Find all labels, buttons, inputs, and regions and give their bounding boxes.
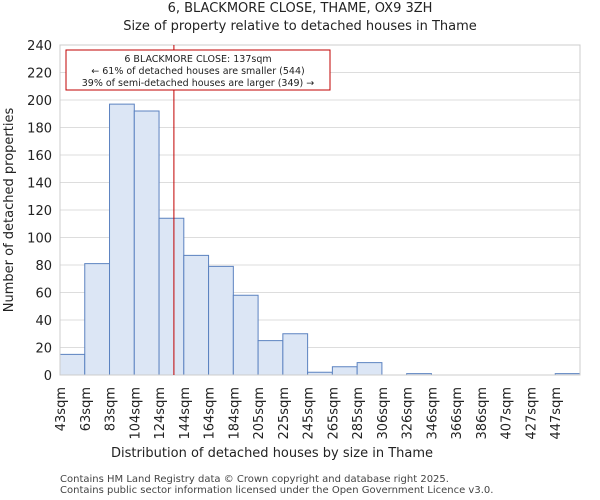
x-axis-label: Distribution of detached houses by size … (111, 446, 433, 461)
bar (133, 110, 160, 376)
x-tick-label: 285sqm (351, 387, 366, 440)
bars (59, 103, 581, 376)
x-tick-label: 124sqm (153, 387, 168, 440)
x-tick-label: 306sqm (376, 387, 391, 440)
y-tick-label: 60 (35, 287, 52, 302)
x-tick-label: 346sqm (425, 387, 440, 440)
bar (257, 340, 284, 376)
bar (183, 254, 210, 376)
y-tick-label: 200 (27, 94, 52, 109)
x-tick-label: 164sqm (203, 387, 218, 440)
annotation-line-1: 6 BLACKMORE CLOSE: 137sqm (124, 54, 271, 65)
x-tick-label: 184sqm (227, 387, 242, 440)
y-tick-label: 40 (35, 314, 52, 329)
bar (208, 265, 234, 376)
x-tick-label: 245sqm (302, 387, 317, 440)
annotation-line-2: ← 61% of detached houses are smaller (54… (91, 66, 304, 77)
x-tick-label: 326sqm (401, 387, 416, 440)
y-tick-label: 180 (27, 122, 52, 137)
x-tick-label: 265sqm (326, 387, 341, 440)
x-tick-label: 407sqm (500, 387, 515, 440)
bar (59, 353, 86, 376)
y-tick-label: 80 (35, 259, 52, 274)
x-tick-label: 104sqm (128, 387, 143, 440)
footer-line-1: Contains HM Land Registry data © Crown c… (60, 474, 449, 485)
x-tick-label: 205sqm (252, 387, 267, 440)
x-tick-label: 427sqm (524, 387, 539, 440)
x-tick-label: 386sqm (475, 387, 490, 440)
y-tick-label: 160 (27, 149, 52, 164)
x-tick-label: 144sqm (178, 387, 193, 440)
bar (356, 362, 383, 376)
bar (331, 366, 358, 376)
x-tick-label: 63sqm (79, 387, 94, 431)
y-axis-label: Number of detached properties (2, 108, 17, 313)
y-tick-label: 240 (27, 39, 52, 54)
x-tick-label: 43sqm (54, 387, 69, 431)
annotation-box: 6 BLACKMORE CLOSE: 137sqm ← 61% of detac… (65, 49, 331, 91)
annotation-line-3: 39% of semi-detached houses are larger (… (82, 78, 315, 89)
x-tick-label: 225sqm (277, 387, 292, 440)
bar (232, 294, 259, 376)
y-tick-label: 220 (27, 67, 52, 82)
x-tick-label: 366sqm (450, 387, 465, 440)
y-tick-label: 140 (27, 177, 52, 192)
bar (158, 217, 185, 376)
y-tick-label: 100 (27, 232, 52, 247)
bar (84, 263, 111, 376)
y-tick-label: 0 (44, 369, 52, 384)
y-tick-label: 120 (27, 204, 52, 219)
bar (109, 103, 135, 376)
footer-line-2: Contains public sector information licen… (60, 485, 494, 496)
chart-subtitle: Size of property relative to detached ho… (123, 19, 477, 34)
y-axis-ticks: 0 20 40 60 80 100 120 140 160 180 200 220 240 (27, 39, 52, 384)
y-tick-label: 20 (35, 342, 52, 357)
chart-title: 6, BLACKMORE CLOSE, THAME, OX9 3ZH (167, 1, 433, 16)
plot-frame (59, 44, 581, 376)
x-axis-ticks: 43sqm 63sqm 83sqm 104sqm 124sqm 144sqm 164sqm 1… (54, 387, 564, 440)
x-tick-label: 447sqm (549, 387, 564, 440)
x-tick-label: 83sqm (104, 387, 119, 431)
bar (282, 333, 309, 376)
